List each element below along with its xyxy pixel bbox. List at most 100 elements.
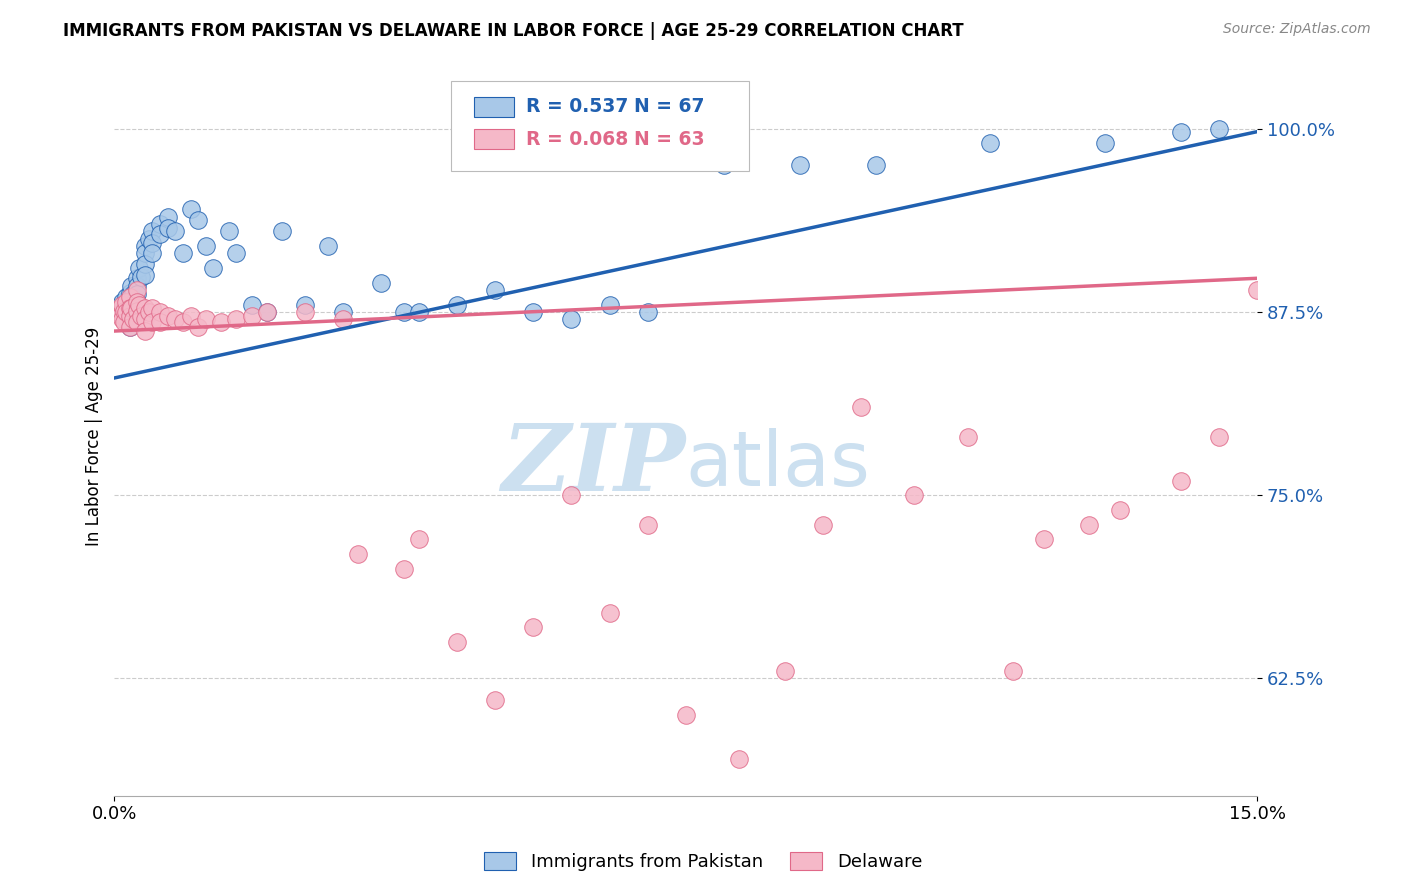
Point (180, 310, 202, 324)
Point (392, 305, 415, 319)
Point (156, 221, 179, 235)
Point (118, 301, 141, 315)
Point (138, 232, 160, 246)
Point (112, 303, 135, 318)
Point (120, 301, 142, 315)
Point (129, 269, 152, 284)
Point (127, 278, 149, 293)
Point (115, 303, 138, 318)
Text: IMMIGRANTS FROM PAKISTAN VS DELAWARE IN LABOR FORCE | AGE 25-29 CORRELATION CHAR: IMMIGRANTS FROM PAKISTAN VS DELAWARE IN … (63, 22, 965, 40)
Point (118, 319, 141, 334)
Point (127, 303, 149, 318)
Point (118, 319, 141, 334)
Point (294, 298, 316, 312)
Point (789, 158, 811, 172)
Point (134, 268, 156, 283)
Point (141, 224, 163, 238)
Point (1170, 474, 1192, 488)
Point (1078, 517, 1101, 532)
Point (316, 239, 339, 253)
Point (811, 517, 834, 532)
Point (165, 312, 187, 326)
Point (127, 287, 149, 301)
Text: ZIP: ZIP (502, 420, 686, 510)
Point (127, 294, 149, 309)
Point (111, 294, 134, 309)
Point (118, 312, 141, 326)
Point (141, 236, 163, 251)
Point (118, 290, 141, 304)
Point (1094, 136, 1116, 151)
Point (1002, 664, 1025, 678)
Point (484, 693, 506, 707)
Point (156, 310, 179, 324)
Point (149, 305, 172, 319)
Point (112, 301, 135, 315)
Point (149, 315, 172, 329)
Point (347, 547, 370, 561)
Point (240, 310, 263, 324)
Point (637, 305, 659, 319)
Point (115, 305, 138, 319)
Point (165, 224, 187, 238)
Point (446, 298, 468, 312)
Point (112, 315, 135, 329)
Point (128, 298, 150, 312)
Point (141, 246, 163, 260)
Point (332, 305, 354, 319)
Point (225, 246, 247, 260)
Point (294, 305, 316, 319)
Point (127, 294, 149, 309)
Point (187, 212, 209, 227)
Point (713, 158, 735, 172)
Text: R = 0.068: R = 0.068 (526, 129, 628, 149)
Point (111, 305, 134, 319)
Point (122, 312, 145, 326)
Point (118, 294, 141, 309)
Point (180, 202, 202, 217)
Point (332, 312, 354, 326)
Point (202, 260, 225, 275)
Point (728, 752, 751, 766)
Point (110, 298, 132, 312)
Point (256, 305, 278, 319)
Point (138, 305, 160, 319)
Point (107, 305, 129, 319)
Point (127, 315, 149, 329)
Point (392, 561, 415, 575)
Point (122, 287, 145, 301)
Point (675, 708, 697, 723)
Point (111, 312, 134, 326)
Point (773, 664, 796, 678)
Point (522, 305, 544, 319)
Point (111, 298, 134, 312)
Point (979, 136, 1001, 151)
Point (903, 488, 925, 502)
Point (134, 324, 156, 338)
Point (271, 224, 294, 238)
Point (127, 271, 149, 285)
Point (118, 310, 141, 324)
Point (599, 606, 621, 620)
Point (110, 308, 132, 322)
Point (1208, 429, 1230, 443)
Point (149, 227, 172, 242)
Point (122, 296, 145, 310)
Point (1109, 503, 1132, 517)
Point (149, 217, 172, 231)
Point (134, 301, 156, 315)
Point (127, 283, 149, 297)
Point (134, 239, 156, 253)
Text: N = 67: N = 67 (634, 97, 704, 116)
Point (172, 246, 194, 260)
Legend: Immigrants from Pakistan, Delaware: Immigrants from Pakistan, Delaware (477, 845, 929, 879)
Point (134, 257, 156, 271)
Point (865, 158, 887, 172)
Point (240, 298, 263, 312)
Point (194, 239, 217, 253)
Text: N = 63: N = 63 (634, 129, 704, 149)
Point (256, 305, 278, 319)
Point (599, 298, 621, 312)
Point (218, 224, 240, 238)
FancyBboxPatch shape (451, 81, 748, 171)
